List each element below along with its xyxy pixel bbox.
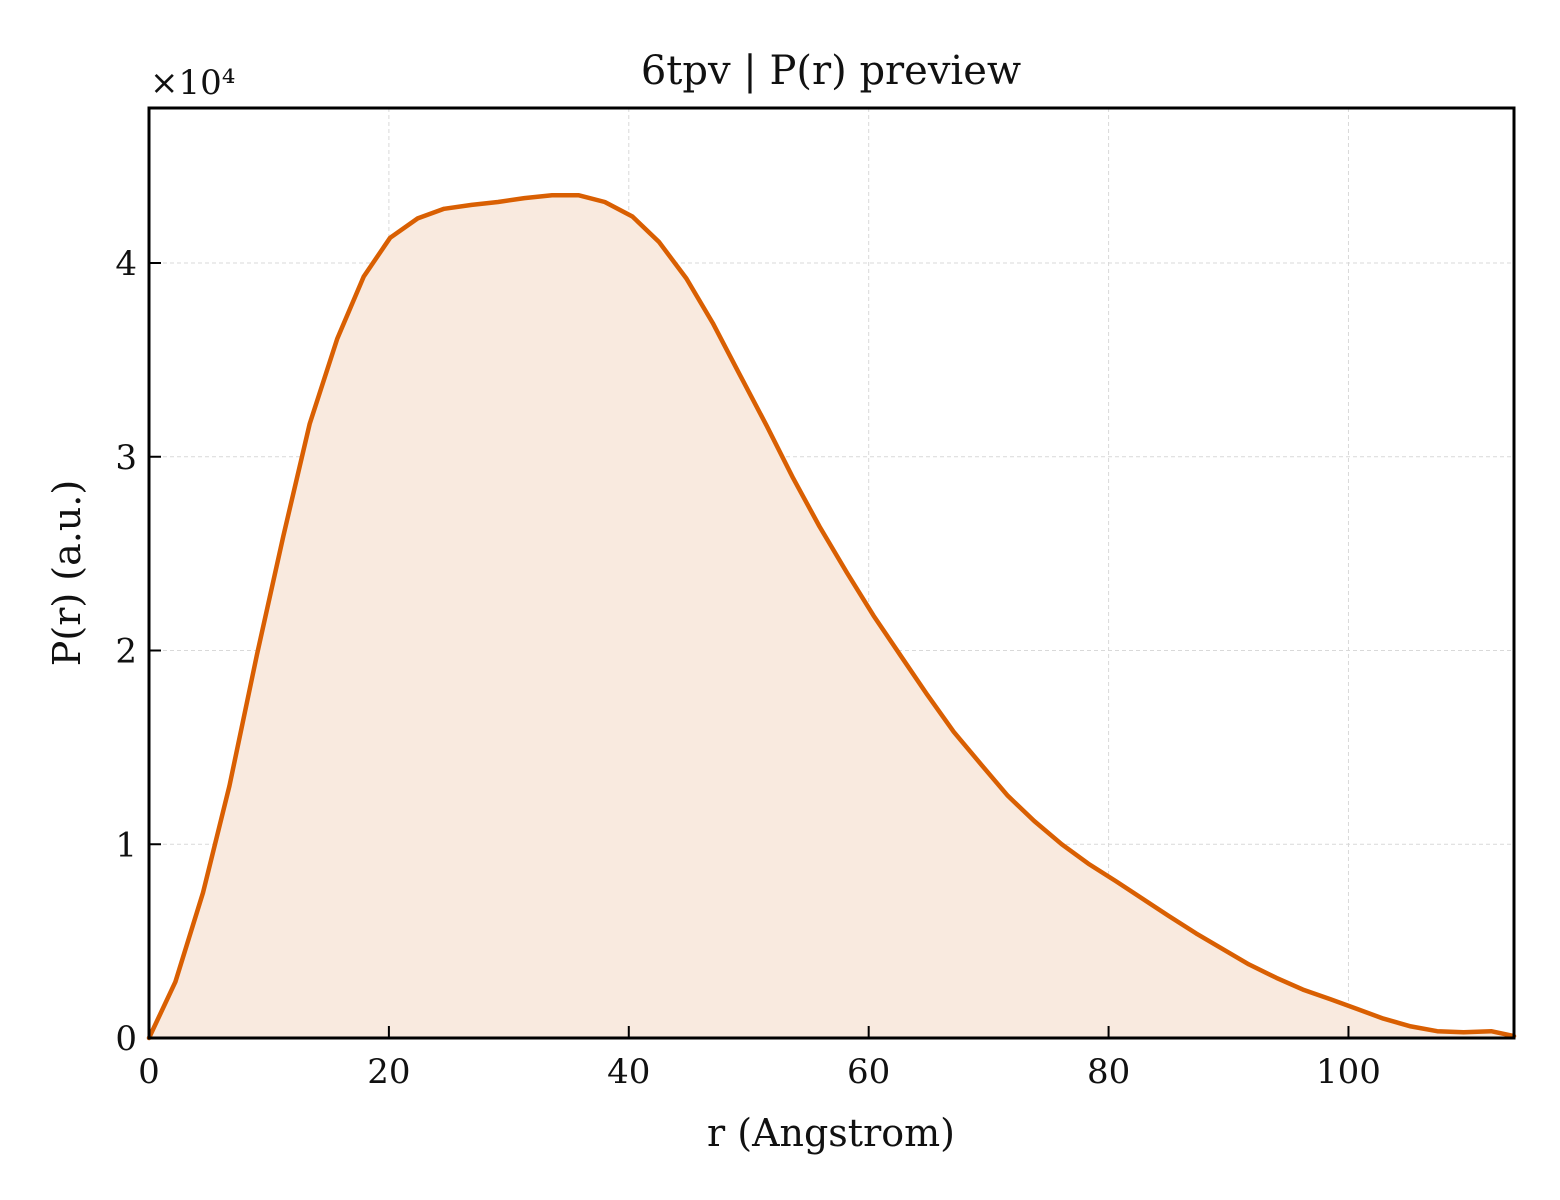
chart-title: 6tpv | P(r) preview (641, 48, 1021, 94)
x-tick-label: 20 (367, 1052, 410, 1092)
y-tick-label: 3 (115, 438, 137, 478)
x-tick-label: 100 (1316, 1052, 1381, 1092)
x-tick-label: 80 (1087, 1052, 1130, 1092)
y-tick-label: 1 (115, 825, 137, 865)
x-tick-label: 40 (607, 1052, 650, 1092)
x-axis-label: r (Angstrom) (707, 1111, 955, 1155)
area-fill (149, 195, 1514, 1038)
plot-frame (147, 106, 1516, 1040)
x-tick-label: 60 (847, 1052, 890, 1092)
y-tick-label: 4 (115, 244, 137, 284)
x-axis-ticks: 0 20 40 60 80 100 (138, 1026, 1381, 1092)
y-tick-label: 2 (115, 632, 137, 672)
x-tick-label: 0 (138, 1052, 160, 1092)
y-tick-label: 0 (115, 1019, 137, 1059)
y-axis-ticks: 0 1 2 3 4 (115, 244, 161, 1059)
y-scale-label: ×10⁴ (150, 63, 235, 103)
y-axis-label: P(r) (a.u.) (45, 480, 89, 666)
series-line (146, 192, 1517, 1041)
